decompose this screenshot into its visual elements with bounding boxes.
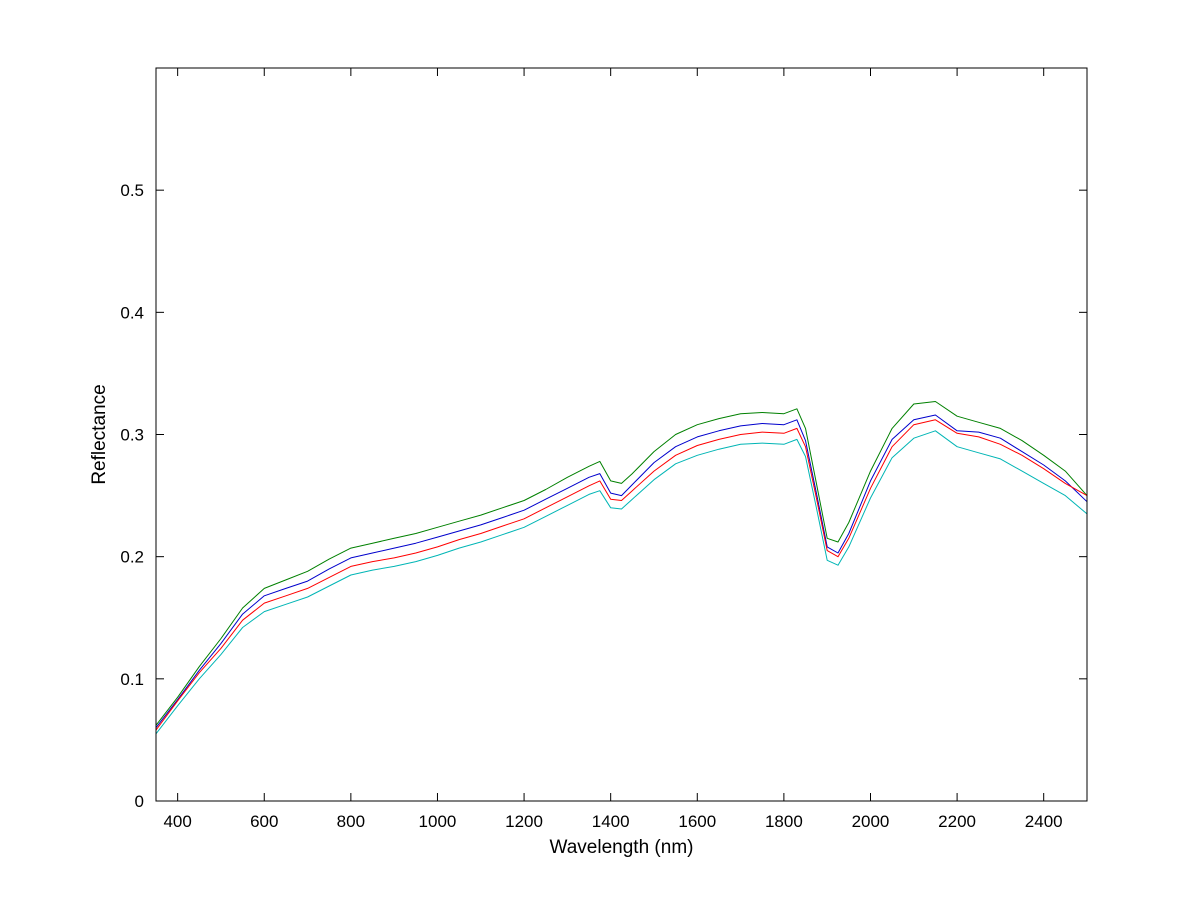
- x-tick-label: 2400: [1025, 812, 1063, 831]
- y-tick-label: 0.1: [120, 670, 144, 689]
- x-tick-label: 2000: [852, 812, 890, 831]
- x-tick-label: 1600: [678, 812, 716, 831]
- y-tick-label: 0.5: [120, 181, 144, 200]
- x-tick-label: 800: [337, 812, 365, 831]
- x-tick-label: 1400: [592, 812, 630, 831]
- y-tick-label: 0: [135, 792, 144, 811]
- x-tick-label: 1200: [505, 812, 543, 831]
- y-tick-label: 0.4: [120, 303, 144, 322]
- axis-ticks: 400 600 800 1000 1200 1400 1600 1800 2000 2200 240…: [120, 68, 1087, 831]
- y-tick-label: 0.2: [120, 548, 144, 567]
- series-line-1: [155, 401, 1088, 726]
- y-axis-label: Reflectance: [89, 384, 110, 484]
- series-line-2: [155, 414, 1088, 729]
- x-tick-label: 400: [163, 812, 191, 831]
- series-lines: [155, 401, 1088, 735]
- x-axis-label: Wavelength (nm): [550, 837, 694, 858]
- series-line-4: [155, 430, 1088, 735]
- series-line-3: [155, 419, 1088, 731]
- x-tick-label: 1800: [765, 812, 803, 831]
- x-tick-label: 2200: [938, 812, 976, 831]
- y-tick-label: 0.3: [120, 426, 144, 445]
- x-tick-label: 600: [250, 812, 278, 831]
- x-tick-label: 1000: [419, 812, 457, 831]
